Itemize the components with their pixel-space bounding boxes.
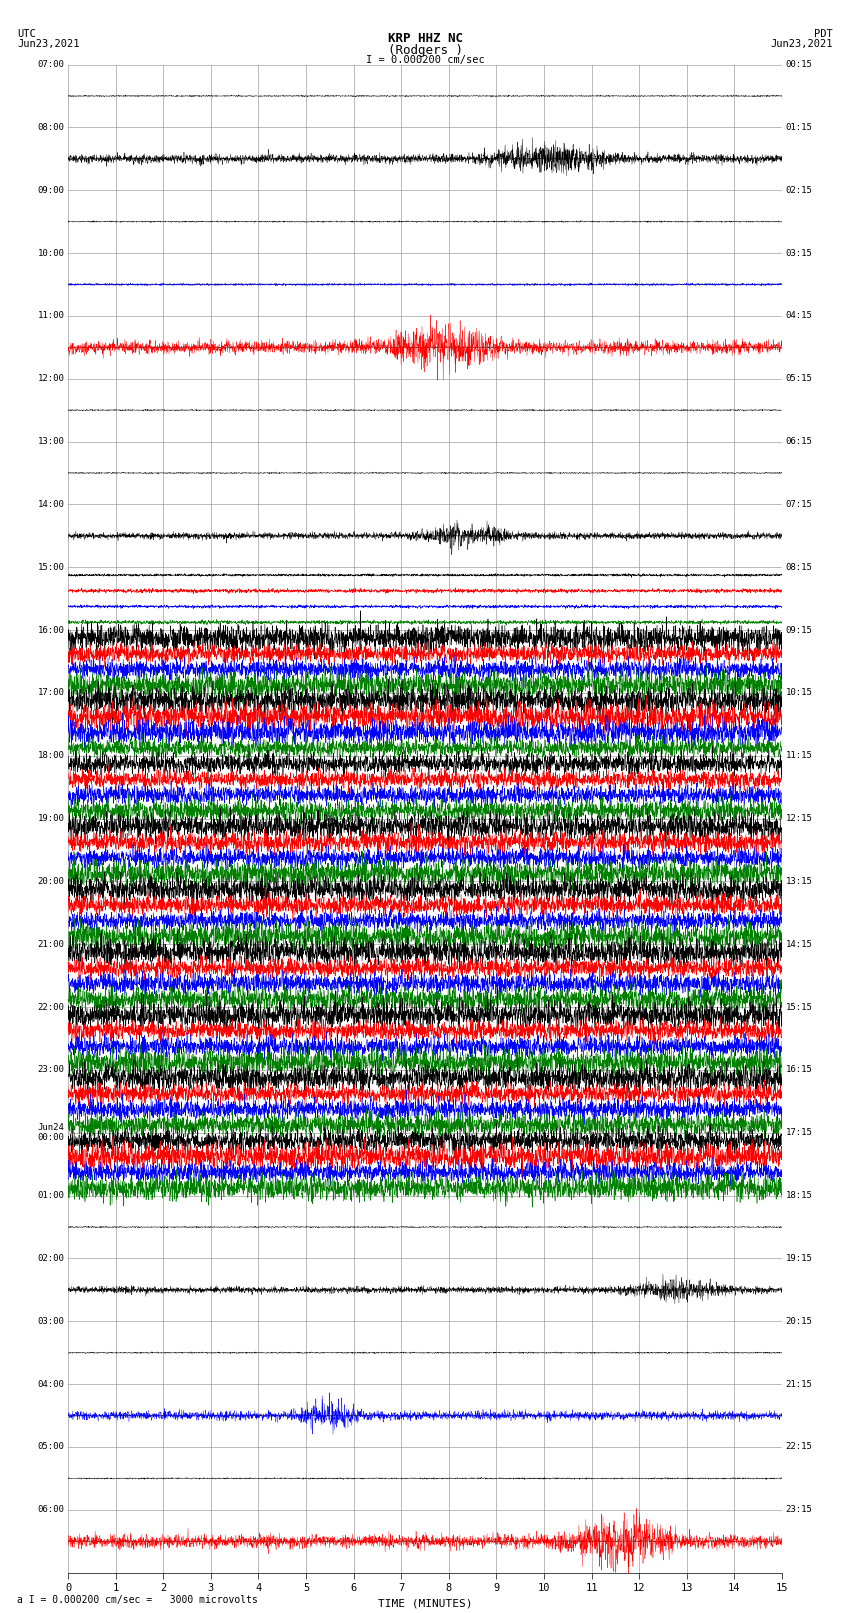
- Text: Jun23,2021: Jun23,2021: [17, 39, 80, 48]
- Text: KRP HHZ NC: KRP HHZ NC: [388, 32, 462, 45]
- Text: a I = 0.000200 cm/sec =   3000 microvolts: a I = 0.000200 cm/sec = 3000 microvolts: [17, 1595, 258, 1605]
- Text: 02:15: 02:15: [785, 185, 813, 195]
- Text: 07:15: 07:15: [785, 500, 813, 508]
- Text: 05:00: 05:00: [37, 1442, 65, 1452]
- Text: 21:00: 21:00: [37, 940, 65, 948]
- Text: 11:15: 11:15: [785, 752, 813, 760]
- Text: I = 0.000200 cm/sec: I = 0.000200 cm/sec: [366, 55, 484, 65]
- Text: 05:15: 05:15: [785, 374, 813, 384]
- Text: 12:00: 12:00: [37, 374, 65, 384]
- Text: 21:15: 21:15: [785, 1379, 813, 1389]
- Text: 08:00: 08:00: [37, 123, 65, 132]
- Text: 04:00: 04:00: [37, 1379, 65, 1389]
- Text: 16:15: 16:15: [785, 1066, 813, 1074]
- Text: 23:15: 23:15: [785, 1505, 813, 1515]
- Text: 03:15: 03:15: [785, 248, 813, 258]
- Text: 14:15: 14:15: [785, 940, 813, 948]
- Text: 13:00: 13:00: [37, 437, 65, 447]
- Text: 13:15: 13:15: [785, 877, 813, 886]
- Text: 18:00: 18:00: [37, 752, 65, 760]
- Text: 18:15: 18:15: [785, 1190, 813, 1200]
- Text: 19:15: 19:15: [785, 1253, 813, 1263]
- Text: 22:00: 22:00: [37, 1003, 65, 1011]
- Text: UTC: UTC: [17, 29, 36, 39]
- Text: 16:00: 16:00: [37, 626, 65, 634]
- Text: 20:15: 20:15: [785, 1316, 813, 1326]
- Text: 02:00: 02:00: [37, 1253, 65, 1263]
- Text: 01:00: 01:00: [37, 1190, 65, 1200]
- Text: 10:15: 10:15: [785, 689, 813, 697]
- Text: 10:00: 10:00: [37, 248, 65, 258]
- Text: 07:00: 07:00: [37, 60, 65, 69]
- Text: 11:00: 11:00: [37, 311, 65, 321]
- Text: 20:00: 20:00: [37, 877, 65, 886]
- Text: 09:00: 09:00: [37, 185, 65, 195]
- Text: 14:00: 14:00: [37, 500, 65, 508]
- Text: 06:00: 06:00: [37, 1505, 65, 1515]
- Text: 03:00: 03:00: [37, 1316, 65, 1326]
- Text: 15:15: 15:15: [785, 1003, 813, 1011]
- Text: PDT: PDT: [814, 29, 833, 39]
- Text: (Rodgers ): (Rodgers ): [388, 44, 462, 56]
- Text: 06:15: 06:15: [785, 437, 813, 447]
- Text: 09:15: 09:15: [785, 626, 813, 634]
- Text: 04:15: 04:15: [785, 311, 813, 321]
- Text: 23:00: 23:00: [37, 1066, 65, 1074]
- Text: 17:15: 17:15: [785, 1129, 813, 1137]
- Text: 08:15: 08:15: [785, 563, 813, 571]
- Text: 19:00: 19:00: [37, 815, 65, 823]
- Text: 00:15: 00:15: [785, 60, 813, 69]
- Text: 15:00: 15:00: [37, 563, 65, 571]
- Text: Jun24
00:00: Jun24 00:00: [37, 1123, 65, 1142]
- Text: 22:15: 22:15: [785, 1442, 813, 1452]
- Text: Jun23,2021: Jun23,2021: [770, 39, 833, 48]
- X-axis label: TIME (MINUTES): TIME (MINUTES): [377, 1598, 473, 1608]
- Text: 17:00: 17:00: [37, 689, 65, 697]
- Text: 01:15: 01:15: [785, 123, 813, 132]
- Text: 12:15: 12:15: [785, 815, 813, 823]
